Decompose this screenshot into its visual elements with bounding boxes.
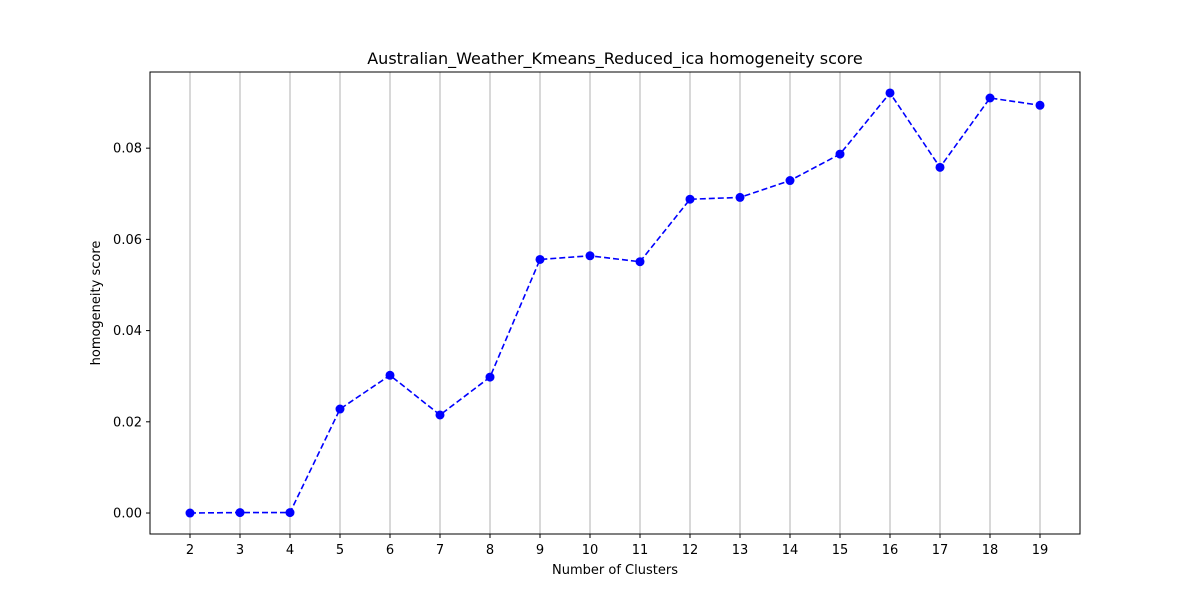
- x-tick-label: 3: [236, 543, 244, 558]
- x-tick-label: 6: [386, 543, 394, 558]
- data-point: [735, 192, 745, 202]
- x-tick-label: 15: [832, 543, 849, 558]
- data-point: [885, 88, 895, 98]
- x-tick-label: 17: [932, 543, 949, 558]
- y-tick-label: 0.08: [113, 142, 142, 157]
- data-point: [835, 149, 845, 159]
- data-point: [285, 508, 295, 518]
- series-layer: [185, 88, 1045, 518]
- plot-area-frame: [149, 71, 1081, 535]
- x-tick-label: 8: [486, 543, 494, 558]
- x-axis-label: Number of Clusters: [552, 563, 678, 578]
- data-point: [985, 93, 995, 103]
- data-point: [785, 176, 795, 186]
- x-tick-label: 10: [582, 543, 599, 558]
- data-point: [585, 251, 595, 261]
- x-tick-label: 12: [682, 543, 699, 558]
- data-point: [1035, 100, 1045, 110]
- x-tick-label: 9: [536, 543, 544, 558]
- data-point: [485, 372, 495, 382]
- x-tick-label: 14: [782, 543, 799, 558]
- series-line: [189, 91, 1041, 514]
- y-tick-label: 0.04: [113, 324, 142, 339]
- data-point: [435, 410, 445, 420]
- x-tick-label: 18: [982, 543, 999, 558]
- y-axis-label: homogeneity score: [89, 241, 104, 366]
- x-tick-label: 11: [632, 543, 649, 558]
- data-point: [185, 508, 195, 518]
- y-tick-label: 0.00: [113, 507, 142, 522]
- x-tick-label: 4: [286, 543, 294, 558]
- data-point: [685, 194, 695, 204]
- data-point: [385, 370, 395, 380]
- x-tick-label: 19: [1032, 543, 1049, 558]
- x-tick-label: 13: [732, 543, 749, 558]
- data-point: [235, 508, 245, 518]
- y-tick-label: 0.06: [113, 233, 142, 248]
- data-point: [535, 254, 545, 264]
- data-point: [935, 162, 945, 172]
- data-point: [335, 404, 345, 414]
- x-axis-ticks: 2 3 4 5 6 7 8 9 10 11 12 13 14 15 16 17 18 19: [186, 534, 1048, 558]
- chart-title: Australian_Weather_Kmeans_Reduced_ica ho…: [367, 49, 863, 69]
- x-tick-label: 5: [336, 543, 344, 558]
- x-tick-label: 7: [436, 543, 444, 558]
- data-point: [635, 257, 645, 267]
- y-tick-label: 0.02: [113, 415, 142, 430]
- y-axis-ticks: 0.00 0.02 0.04 0.06 0.08: [113, 142, 150, 522]
- x-tick-label: 16: [882, 543, 899, 558]
- grid-lines: [189, 72, 1041, 534]
- x-tick-label: 2: [186, 543, 194, 558]
